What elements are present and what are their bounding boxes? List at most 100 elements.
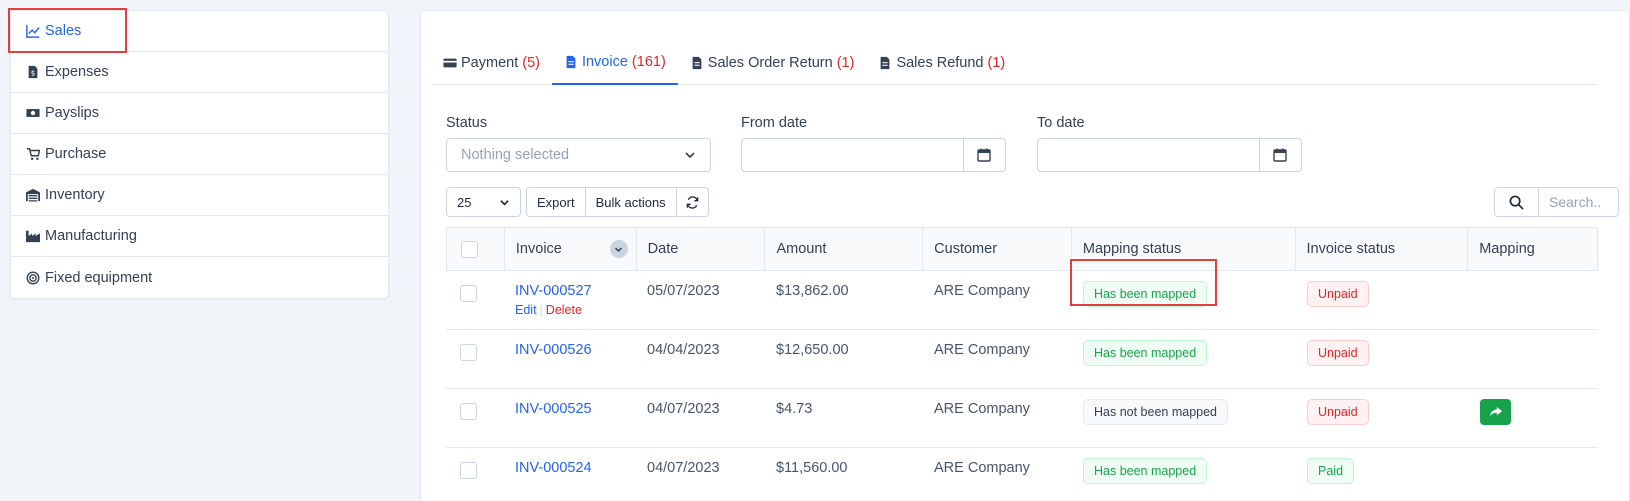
row-checkbox[interactable] <box>460 285 477 302</box>
chart-line-icon <box>25 23 41 39</box>
chevron-down-icon <box>500 199 509 206</box>
page-size-value: 25 <box>457 194 472 210</box>
mapping-cell <box>1469 389 1598 447</box>
row-checkbox[interactable] <box>460 344 477 361</box>
mapping-status-badge: Has been mapped <box>1083 281 1208 307</box>
to-date-field[interactable] <box>1037 138 1302 172</box>
file-icon <box>881 56 890 70</box>
to-date-input[interactable] <box>1038 139 1260 171</box>
map-invoice-button[interactable] <box>1480 399 1511 425</box>
from-date-field[interactable] <box>741 138 1006 172</box>
tab-label: Payment <box>461 55 519 71</box>
col-invoice-status[interactable]: Invoice status <box>1296 228 1469 270</box>
table-row: INV-000524 04/07/2023 $11,560.00 ARE Com… <box>446 448 1598 501</box>
amount-cell: $13,862.00 <box>776 283 849 299</box>
mapping-cell <box>1469 271 1598 329</box>
customer-cell: ARE Company <box>934 283 1030 299</box>
row-checkbox-cell <box>446 271 504 329</box>
mapping-status-cell: Has been mapped <box>1072 448 1296 501</box>
table-search: Search.. <box>1494 187 1619 217</box>
invoice-link[interactable]: INV-000527 <box>515 283 592 299</box>
sidebar: Sales $ Expenses Payslips Purchase Inven… <box>10 10 389 299</box>
money-bill-icon <box>25 105 41 121</box>
col-date[interactable]: Date <box>637 228 766 270</box>
sidebar-item-purchase[interactable]: Purchase <box>11 134 388 175</box>
export-button[interactable]: Export <box>526 187 586 217</box>
select-all-cell <box>447 228 505 270</box>
sidebar-item-label: Manufacturing <box>45 228 137 244</box>
chevron-down-icon <box>685 152 695 159</box>
mapping-status-badge: Has been mapped <box>1083 458 1208 484</box>
from-date-input[interactable] <box>742 139 964 171</box>
bullseye-icon <box>25 270 41 286</box>
tab-invoice[interactable]: Invoice (161) <box>551 41 678 85</box>
tab-bar: Payment (5) Invoice (161) Sales Order Re… <box>431 41 1597 85</box>
customer-cell: ARE Company <box>934 342 1030 358</box>
tab-payment[interactable]: Payment (5) <box>431 41 552 85</box>
select-all-checkbox[interactable] <box>461 240 478 258</box>
invoice-status-badge: Paid <box>1307 458 1355 484</box>
tab-sales-order-return[interactable]: Sales Order Return (1) <box>678 41 867 85</box>
sort-chevron-icon[interactable] <box>609 240 628 258</box>
sidebar-item-inventory[interactable]: Inventory <box>11 175 388 216</box>
invoice-cell: INV-000524 <box>504 448 636 501</box>
edit-link[interactable]: Edit <box>515 303 537 317</box>
bulk-actions-button[interactable]: Bulk actions <box>585 187 677 217</box>
table-row: INV-000527 Edit | Delete 05/07/2023 $13,86… <box>446 271 1598 330</box>
cart-icon <box>25 146 41 162</box>
refresh-icon <box>686 195 698 209</box>
amount-cell: $4.73 <box>776 401 813 417</box>
action-separator: | <box>539 303 543 317</box>
calendar-icon[interactable] <box>963 139 1005 171</box>
customer-cell: ARE Company <box>934 401 1030 417</box>
sidebar-item-fixed-equipment[interactable]: Fixed equipment <box>11 257 388 298</box>
refresh-button[interactable] <box>676 187 709 217</box>
invoice-status-cell: Unpaid <box>1296 330 1469 388</box>
tab-count: (1) <box>987 55 1006 71</box>
status-filter-label: Status <box>446 115 488 131</box>
delete-link[interactable]: Delete <box>545 303 582 317</box>
to-date-label: To date <box>1037 115 1085 131</box>
invoice-link[interactable]: INV-000525 <box>515 401 592 417</box>
col-invoice[interactable]: Invoice <box>505 228 637 270</box>
row-checkbox-cell <box>446 330 504 388</box>
row-checkbox[interactable] <box>460 462 477 479</box>
date-cell: 04/07/2023 <box>647 401 720 417</box>
calendar-icon[interactable] <box>1259 139 1301 171</box>
file-icon <box>692 56 702 70</box>
mapping-status-badge: Has been mapped <box>1083 340 1208 366</box>
sidebar-item-label: Payslips <box>45 105 99 121</box>
invoice-status-badge: Unpaid <box>1307 281 1369 307</box>
row-checkbox-cell <box>446 389 504 447</box>
tab-count: (1) <box>836 55 855 71</box>
tab-sales-refund[interactable]: Sales Refund (1) <box>866 41 1017 85</box>
page-size-select[interactable]: 25 <box>446 187 521 217</box>
invoice-link[interactable]: INV-000526 <box>515 342 592 358</box>
sidebar-item-sales[interactable]: Sales <box>11 11 388 52</box>
amount-cell: $12,650.00 <box>776 342 849 358</box>
invoice-link[interactable]: INV-000524 <box>515 460 592 476</box>
sidebar-item-expenses[interactable]: $ Expenses <box>11 52 388 93</box>
col-mapping-status[interactable]: Mapping status <box>1072 228 1296 270</box>
tab-label: Sales Order Return <box>707 55 833 71</box>
table-header: Invoice Date Amount Customer Mapping sta… <box>446 227 1598 271</box>
row-checkbox[interactable] <box>460 403 477 420</box>
sidebar-item-manufacturing[interactable]: Manufacturing <box>11 216 388 257</box>
sidebar-item-label: Fixed equipment <box>45 269 153 286</box>
invoice-status-badge: Unpaid <box>1307 340 1369 366</box>
col-mapping[interactable]: Mapping <box>1479 241 1535 257</box>
status-select[interactable]: Nothing selected <box>446 138 711 172</box>
file-icon <box>566 55 576 69</box>
date-cell: 04/04/2023 <box>647 342 720 358</box>
search-input[interactable]: Search.. <box>1539 187 1619 217</box>
mapping-status-cell: Has not been mapped <box>1072 389 1296 447</box>
date-cell: 04/07/2023 <box>647 460 720 476</box>
from-date-label: From date <box>741 115 808 131</box>
search-button[interactable] <box>1494 187 1539 217</box>
mapping-status-cell: Has been mapped <box>1072 330 1296 388</box>
main-panel: Payment (5) Invoice (161) Sales Order Re… <box>420 10 1630 501</box>
col-customer[interactable]: Customer <box>923 228 1072 270</box>
col-amount[interactable]: Amount <box>765 228 924 270</box>
sidebar-item-payslips[interactable]: Payslips <box>11 93 388 134</box>
file-dollar-icon: $ <box>25 64 41 80</box>
